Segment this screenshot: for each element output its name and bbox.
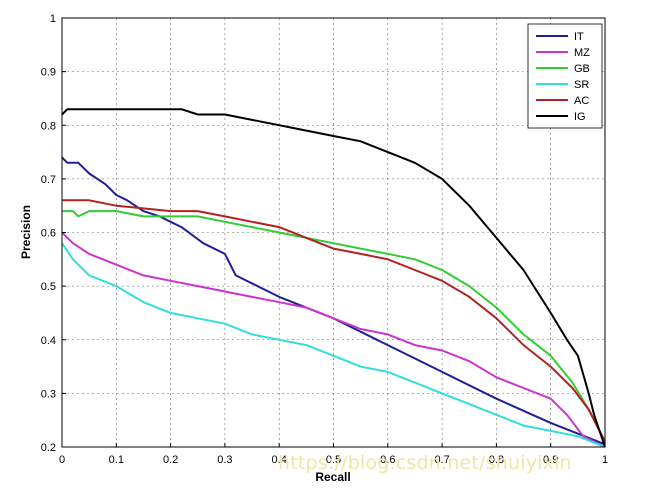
y-tick-label: 0.6 xyxy=(41,228,56,240)
x-tick-label: 0.5 xyxy=(326,454,341,466)
legend: IT MZ GB SR AC IG xyxy=(527,23,603,129)
series-layer xyxy=(61,108,606,448)
x-tick-label: 0.9 xyxy=(543,454,558,466)
legend-label-ac: AC xyxy=(574,95,589,107)
x-tick-label: 0.8 xyxy=(489,454,504,466)
y-tick-label: 0.8 xyxy=(41,120,56,132)
y-tick-label: 1 xyxy=(50,13,56,25)
x-tick-label: 0.1 xyxy=(109,454,124,466)
legend-label-mz: MZ xyxy=(574,47,590,59)
y-tick-label: 0.9 xyxy=(41,67,56,79)
x-tick-label: 0.6 xyxy=(380,454,395,466)
x-tick-label: 1 xyxy=(602,454,608,466)
series-line-ig xyxy=(61,108,606,448)
x-tick-label: 0.7 xyxy=(434,454,449,466)
grid-lines xyxy=(62,18,605,447)
x-tick-label: 0 xyxy=(59,454,65,466)
series-line-mz xyxy=(61,231,606,448)
y-tick-label: 0.7 xyxy=(41,174,56,186)
legend-label-it: IT xyxy=(574,31,584,43)
series-line-ac xyxy=(62,199,606,443)
y-tick-label: 0.4 xyxy=(41,335,56,347)
legend-label-gb: GB xyxy=(574,63,590,75)
x-tick-label: 0.4 xyxy=(272,454,287,466)
x-tick-label: 0.3 xyxy=(217,454,232,466)
legend-label-sr: SR xyxy=(574,79,589,91)
y-tick-label: 0.5 xyxy=(41,281,56,293)
watermark-text: https://blog.csdn.net/shuiyixin xyxy=(278,452,572,474)
y-tick-label: 0.3 xyxy=(41,388,56,400)
y-axis-label: Precision xyxy=(19,205,33,259)
x-tick-label: 0.2 xyxy=(163,454,178,466)
y-tick-label: 0.2 xyxy=(41,442,56,454)
legend-box xyxy=(527,23,603,129)
axis-ticks: 0 0.1 0.2 0.3 0.4 0.5 0.6 0.7 0.8 0.9 1 0.2 0.3 0.4 0.… xyxy=(41,13,608,466)
series-line-it xyxy=(61,156,606,446)
series-line-gb xyxy=(62,210,606,443)
x-axis-label: Recall xyxy=(315,470,350,484)
legend-label-ig: IG xyxy=(574,111,586,123)
series-line-sr xyxy=(61,242,606,448)
